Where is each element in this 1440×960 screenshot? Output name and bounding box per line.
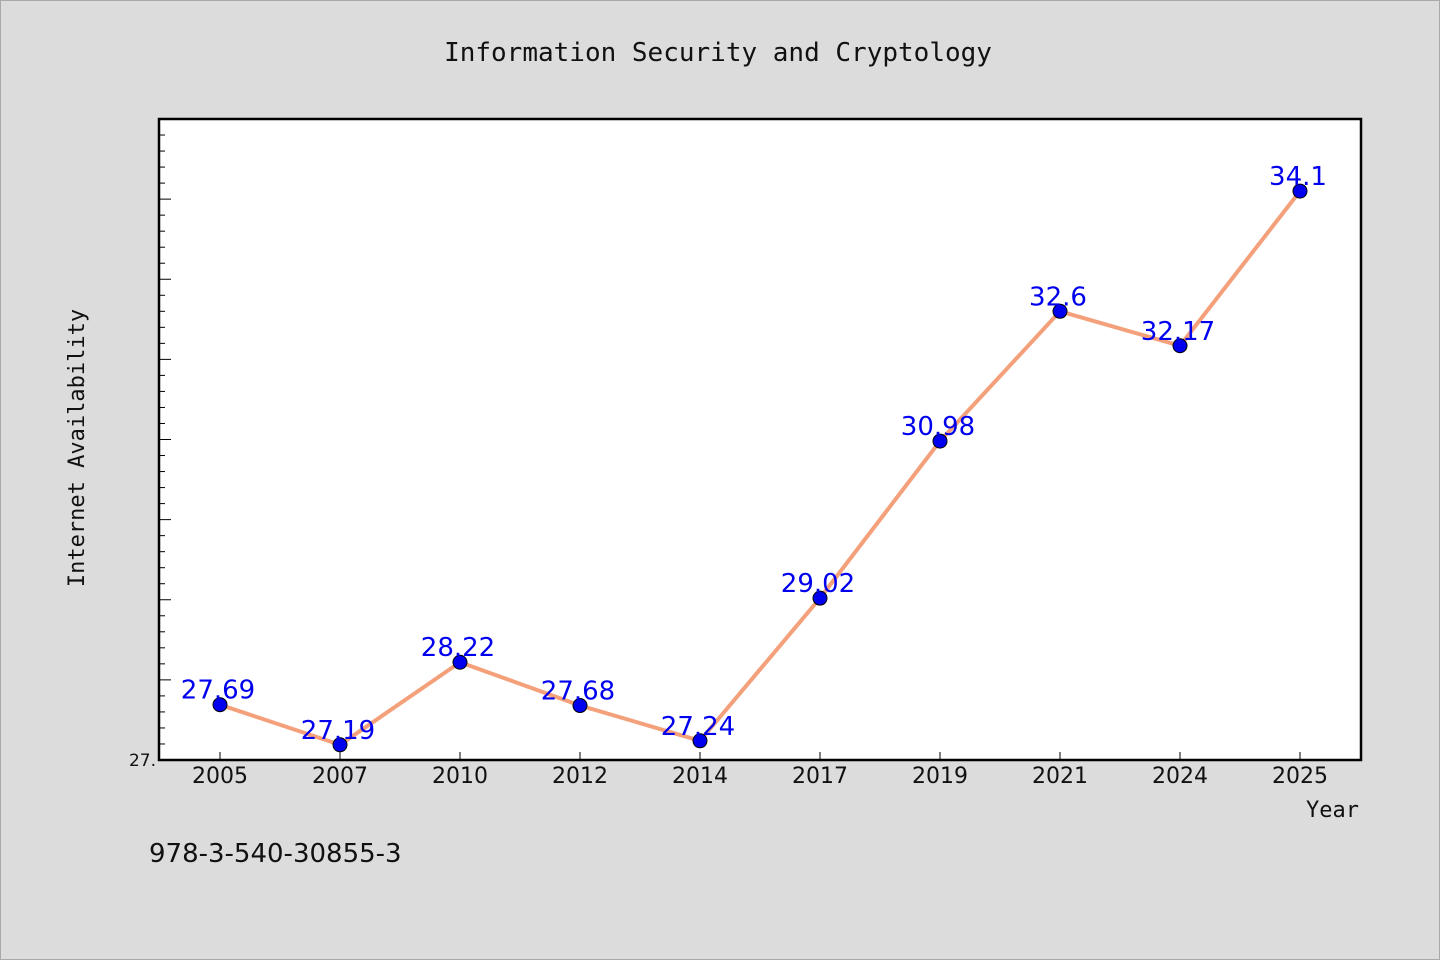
data-point	[692, 733, 708, 749]
data-point	[1292, 183, 1308, 199]
x-tick-label: 2017	[792, 764, 848, 789]
y-tick-label: 27.	[129, 751, 156, 771]
y-axis-ticks: 27.	[129, 118, 171, 771]
data-label: 34.1	[1269, 162, 1327, 192]
data-point	[932, 433, 948, 449]
x-tick-label: 2021	[1032, 764, 1088, 789]
x-tick-label: 2014	[672, 764, 728, 789]
data-point	[212, 697, 228, 713]
data-label: 32.6	[1029, 282, 1087, 312]
x-tick-label: 2024	[1152, 764, 1208, 789]
series-markers	[212, 183, 1308, 753]
data-label: 27.19	[301, 716, 375, 746]
x-tick-label: 2019	[912, 764, 968, 789]
chart-title: Information Security and Cryptology	[444, 38, 992, 68]
data-point	[1052, 303, 1068, 319]
data-labels: 27.69 27.19 28.22 27.68 27.24 29.02 30.98 32.6 3…	[181, 162, 1327, 746]
footnote-isbn: 978-3-540-30855-3	[149, 839, 402, 869]
data-label: 30.98	[901, 412, 975, 442]
data-label: 27.68	[541, 677, 615, 707]
y-axis-label: Internet Availability	[65, 309, 90, 587]
x-tick-label: 2007	[312, 764, 368, 789]
data-point	[572, 698, 588, 714]
data-point	[332, 737, 348, 753]
x-tick-label: 2010	[432, 764, 488, 789]
data-point	[812, 590, 828, 606]
x-axis-ticks: 2005 2007 2010 2012 2014 2017 2019 2021 2024 2025	[192, 752, 1328, 789]
data-point	[1172, 338, 1188, 354]
x-tick-label: 2005	[192, 764, 248, 789]
x-tick-label: 2012	[552, 764, 608, 789]
data-label: 27.69	[181, 676, 255, 706]
data-label: 29.02	[781, 569, 855, 599]
data-label: 32.17	[1141, 317, 1215, 347]
x-axis-label: Year	[1306, 798, 1359, 823]
series-line	[219, 189, 1302, 747]
data-label: 28.22	[421, 633, 495, 663]
data-point	[452, 654, 468, 670]
plot-area	[157, 117, 1363, 762]
data-label: 27.24	[661, 712, 735, 742]
x-tick-label: 2025	[1272, 764, 1328, 789]
